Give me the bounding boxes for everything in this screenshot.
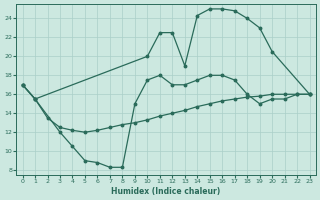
X-axis label: Humidex (Indice chaleur): Humidex (Indice chaleur) — [111, 187, 221, 196]
